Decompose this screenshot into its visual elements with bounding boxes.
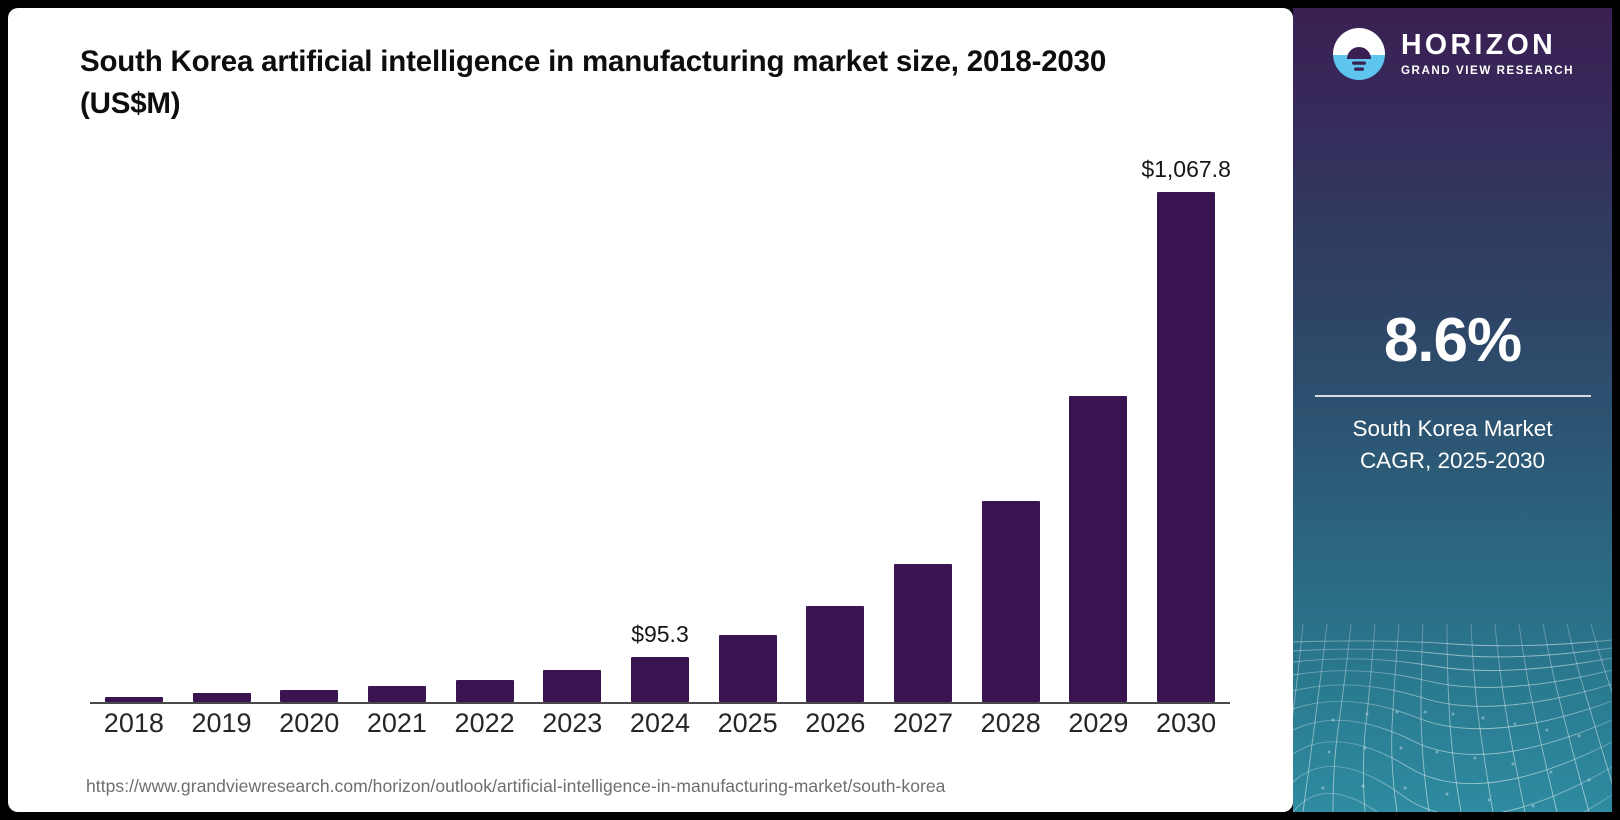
chart-title: South Korea artificial intelligence in m… bbox=[80, 45, 1107, 120]
x-axis-line bbox=[90, 702, 1230, 704]
horizon-circle-icon bbox=[1332, 28, 1385, 80]
x-tick-2018: 2018 bbox=[103, 708, 164, 738]
bar-2026[interactable] bbox=[806, 606, 865, 702]
bar-2028[interactable] bbox=[981, 501, 1040, 702]
bar-slot bbox=[353, 148, 441, 702]
bar-series: $95.3 $1,067.8 bbox=[90, 148, 1231, 702]
x-tick-2030: 2030 bbox=[1156, 708, 1217, 738]
bar-slot: $95.3 bbox=[616, 148, 704, 702]
cagr-caption-line1: South Korea Market bbox=[1352, 416, 1553, 442]
bar-slot bbox=[528, 148, 616, 702]
x-tick-2027: 2027 bbox=[892, 708, 954, 738]
bar-slot bbox=[265, 148, 353, 702]
chart-card: South Korea artificial intelligence in m… bbox=[8, 8, 1293, 812]
horizon-logo-text: HORIZON GRAND VIEW RESEARCH bbox=[1401, 31, 1574, 76]
bar-slot bbox=[178, 148, 266, 702]
source-url[interactable]: https://www.grandviewresearch.com/horizo… bbox=[86, 776, 946, 796]
bar-2024[interactable] bbox=[630, 656, 689, 702]
bar-value-label: $95.3 bbox=[631, 620, 689, 647]
bar-slot bbox=[441, 148, 529, 702]
x-tick-2024: 2024 bbox=[629, 708, 690, 738]
bar-slot bbox=[704, 148, 792, 702]
x-tick-2026: 2026 bbox=[805, 708, 866, 738]
cagr-caption-line2: CAGR, 2025-2030 bbox=[1359, 448, 1546, 474]
x-axis-tick-labels: 2018 2019 2020 2021 2022 2023 2024 2025 2026 2027… bbox=[90, 708, 1230, 748]
horizon-logo: HORIZON GRAND VIEW RESEARCH bbox=[1293, 26, 1612, 82]
bar-value-label: $1,067.8 bbox=[1141, 156, 1231, 183]
bar-2030[interactable] bbox=[1157, 192, 1216, 702]
cagr-block: 8.6% South Korea Market CAGR, 2025-2030 bbox=[1293, 308, 1612, 477]
bar-slot bbox=[879, 148, 967, 702]
bar-slot bbox=[792, 148, 880, 702]
x-tick-2019: 2019 bbox=[191, 708, 252, 738]
bar-2019[interactable] bbox=[192, 693, 251, 702]
grand-view-research-subtitle: GRAND VIEW RESEARCH bbox=[1400, 63, 1575, 77]
bar-2022[interactable] bbox=[455, 679, 514, 702]
bar-2027[interactable] bbox=[894, 563, 953, 702]
x-tick-2028: 2028 bbox=[980, 708, 1041, 738]
x-tick-2023: 2023 bbox=[542, 708, 603, 738]
bar-2025[interactable] bbox=[718, 635, 777, 702]
wireframe-mesh-decoration bbox=[1293, 623, 1612, 812]
horizon-wordmark: HORIZON bbox=[1400, 29, 1557, 62]
x-tick-2022: 2022 bbox=[454, 708, 515, 738]
x-tick-2029: 2029 bbox=[1068, 708, 1129, 738]
bar-2021[interactable] bbox=[367, 685, 426, 702]
bar-slot bbox=[90, 148, 178, 702]
bar-slot: $1,067.8 bbox=[1141, 148, 1231, 702]
x-tick-2020: 2020 bbox=[279, 708, 340, 738]
bar-slot bbox=[1055, 148, 1143, 702]
bar-2029[interactable] bbox=[1069, 396, 1128, 702]
x-tick-2025: 2025 bbox=[717, 708, 778, 738]
x-tick-2021: 2021 bbox=[366, 708, 427, 738]
bar-2018[interactable] bbox=[104, 696, 163, 702]
bar-slot bbox=[967, 148, 1055, 702]
bar-2023[interactable] bbox=[543, 670, 602, 702]
plot-area: $95.3 $1,067.8 bbox=[90, 148, 1231, 704]
cagr-value: 8.6% bbox=[1383, 306, 1522, 375]
cagr-divider bbox=[1314, 395, 1591, 398]
bar-2020[interactable] bbox=[280, 689, 339, 702]
brand-panel: HORIZON GRAND VIEW RESEARCH 8.6% South K… bbox=[1293, 8, 1612, 812]
